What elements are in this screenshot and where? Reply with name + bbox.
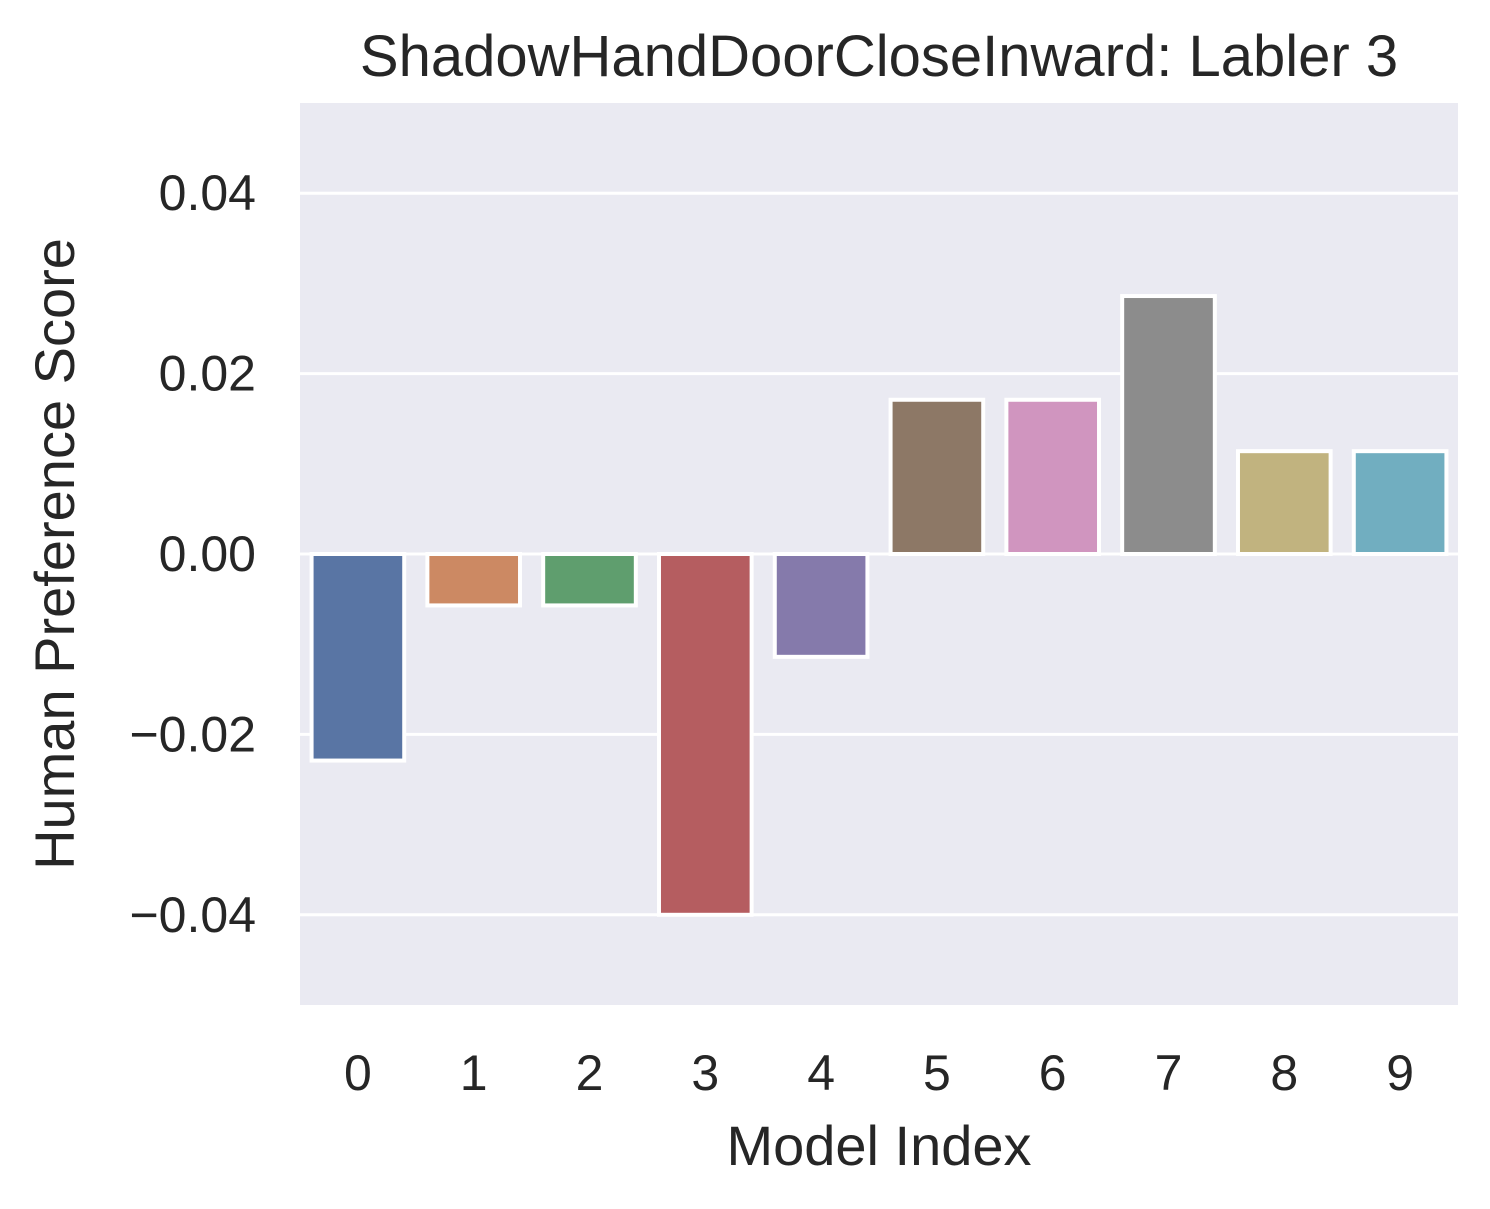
x-tick-label: 9	[1386, 1045, 1414, 1101]
x-tick-label: 4	[807, 1045, 835, 1101]
x-tick-label: 3	[691, 1045, 719, 1101]
x-tick-label: 0	[344, 1045, 372, 1101]
y-tick-label: −0.04	[129, 887, 256, 943]
bar-model-2	[541, 552, 638, 608]
x-tick-labels: 0 1 2 3 4 5 6 7 8 9	[344, 1045, 1414, 1101]
x-tick-label: 8	[1270, 1045, 1298, 1101]
bar-model-5	[888, 397, 986, 556]
x-tick-label: 1	[460, 1045, 488, 1101]
y-tick-label: 0.04	[159, 165, 256, 221]
y-tick-label: 0.02	[159, 346, 256, 402]
bar-model-7	[1120, 294, 1217, 556]
bar-model-0	[309, 552, 407, 763]
bars	[309, 294, 1449, 917]
bar-model-9	[1351, 449, 1449, 556]
bar-model-8	[1235, 449, 1333, 556]
x-tick-label: 5	[923, 1045, 951, 1101]
bar-model-1	[425, 552, 523, 608]
y-tick-label: −0.02	[129, 706, 256, 762]
x-tick-label: 7	[1155, 1045, 1183, 1101]
y-tick-labels: −0.04 −0.02 0.00 0.02 0.04	[129, 165, 256, 943]
y-tick-label: 0.00	[159, 526, 256, 582]
bar-model-6	[1004, 397, 1102, 556]
x-axis-label: Model Index	[726, 1114, 1031, 1177]
bar-model-3	[656, 552, 754, 917]
x-tick-label: 2	[576, 1045, 604, 1101]
x-tick-label: 6	[1039, 1045, 1067, 1101]
chart-title: ShadowHandDoorCloseInward: Labler 3	[360, 24, 1398, 89]
y-axis-label: Human Preference Score	[23, 238, 86, 870]
bar-model-4	[772, 552, 870, 659]
